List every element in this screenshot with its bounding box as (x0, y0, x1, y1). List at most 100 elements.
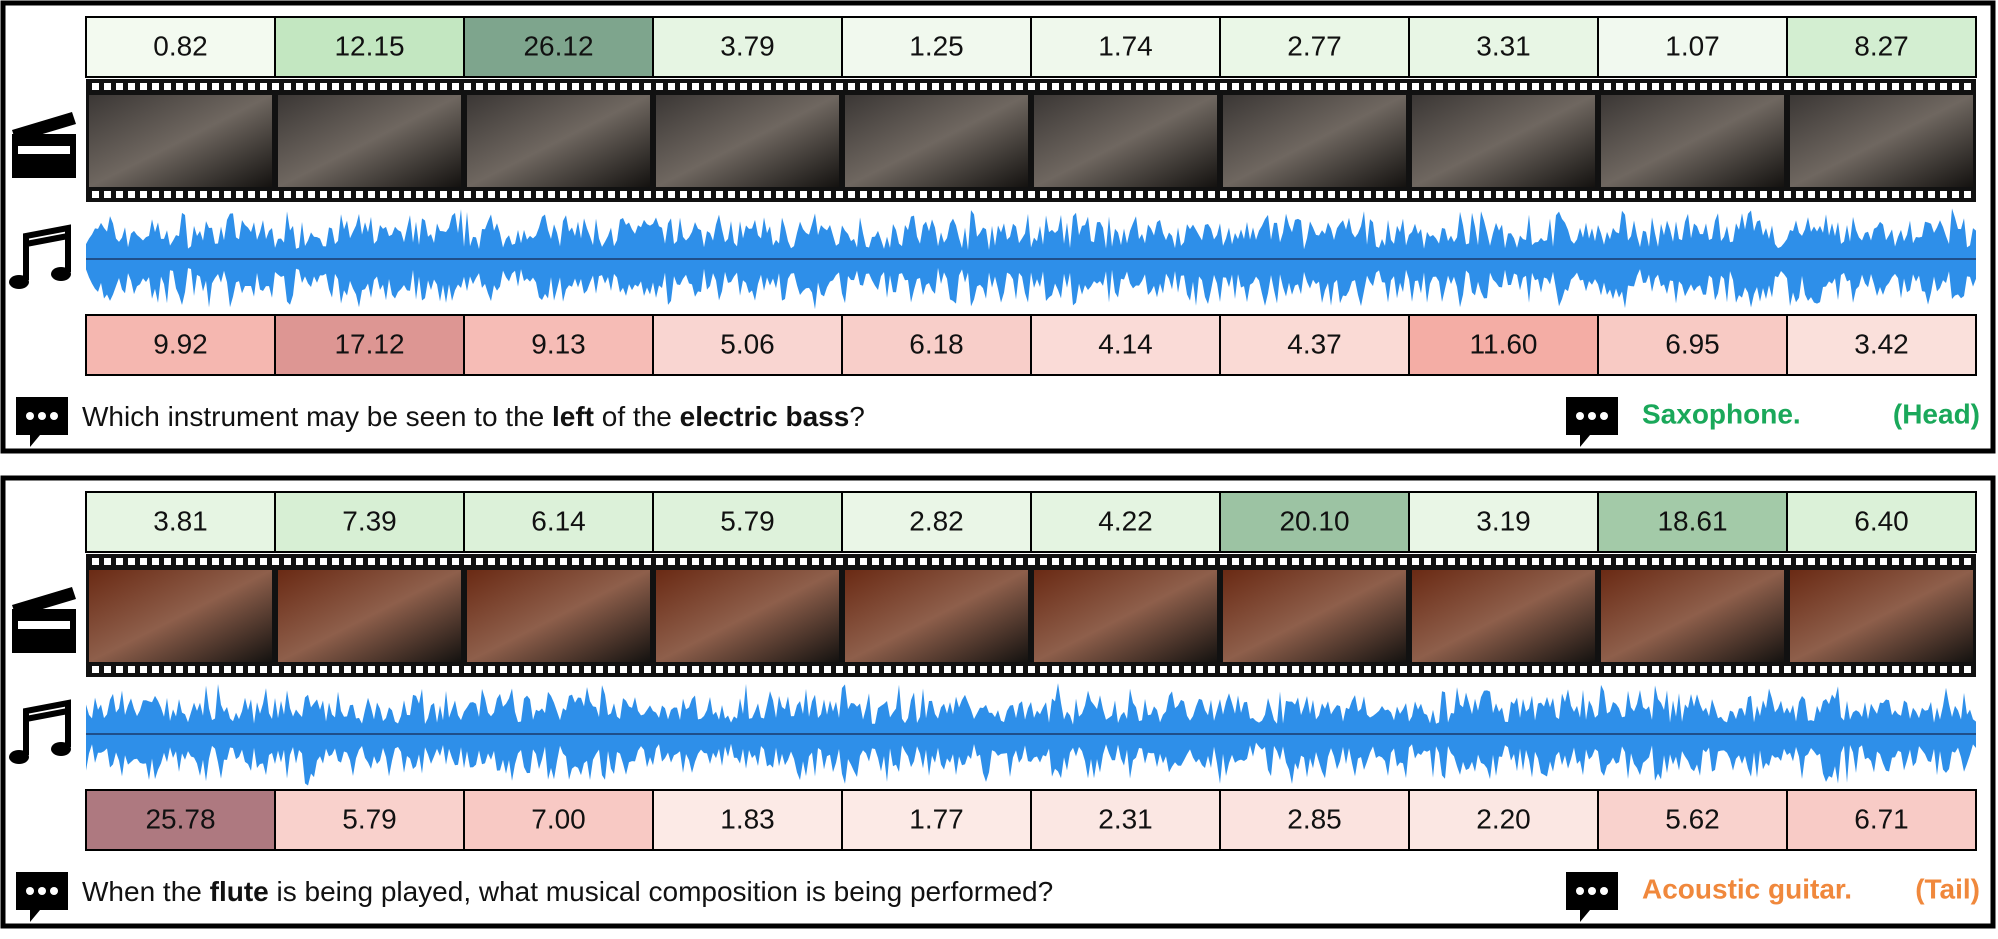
sprocket (1796, 558, 1803, 565)
sprocket (860, 83, 867, 90)
sprocket (488, 83, 495, 90)
sprocket (1592, 83, 1599, 90)
score-cell (274, 16, 465, 78)
sprocket (1568, 666, 1575, 673)
chat-dot (1600, 887, 1608, 895)
score-value: 11.60 (1470, 328, 1538, 359)
sprocket (932, 666, 939, 673)
sprocket (668, 83, 675, 90)
sprocket (1844, 558, 1851, 565)
sprocket (860, 191, 867, 198)
sprocket (1580, 558, 1587, 565)
sprocket (1832, 666, 1839, 673)
sprocket (1184, 666, 1191, 673)
sprocket (896, 666, 903, 673)
score-cell (841, 491, 1032, 553)
score-value: 7.39 (342, 505, 397, 536)
sprocket (1220, 558, 1227, 565)
score-value: 2.31 (1098, 803, 1153, 834)
sprocket (884, 558, 891, 565)
sprocket (1256, 83, 1263, 90)
sprocket (248, 558, 255, 565)
sprocket (1580, 191, 1587, 198)
sprocket (908, 558, 915, 565)
sprocket (1352, 666, 1359, 673)
sprocket (1592, 191, 1599, 198)
sprocket (1940, 558, 1947, 565)
sprocket (1520, 558, 1527, 565)
score-cell (1408, 314, 1599, 376)
sprocket (1844, 191, 1851, 198)
sprocket (1904, 558, 1911, 565)
sprocket (1832, 191, 1839, 198)
sprocket (440, 558, 447, 565)
sprocket (308, 558, 315, 565)
score-value: 1.77 (909, 803, 964, 834)
sprocket (1016, 83, 1023, 90)
sprocket (512, 191, 519, 198)
sprocket (896, 558, 903, 565)
sprocket (464, 191, 471, 198)
sprocket (920, 666, 927, 673)
sprocket (932, 83, 939, 90)
sprocket (728, 666, 735, 673)
sprocket (1856, 191, 1863, 198)
sprocket (1292, 83, 1299, 90)
sprocket (1028, 558, 1035, 565)
sprocket (116, 191, 123, 198)
sprocket (1784, 558, 1791, 565)
sprocket (1028, 666, 1035, 673)
sprocket (1172, 191, 1179, 198)
sprocket (692, 666, 699, 673)
sprocket (824, 191, 831, 198)
chat-dot (1576, 887, 1584, 895)
sprocket (1124, 191, 1131, 198)
video-frame (1223, 95, 1406, 187)
sprocket (140, 666, 147, 673)
sprocket (1268, 83, 1275, 90)
score-cell (1597, 16, 1788, 78)
chat-dot (26, 887, 34, 895)
sprocket (1208, 191, 1215, 198)
sprocket (800, 558, 807, 565)
score-value: 25.78 (145, 803, 215, 834)
sprocket (392, 191, 399, 198)
clapper-body (12, 609, 76, 653)
score-cell (841, 314, 1032, 376)
sprocket (872, 191, 879, 198)
sprocket (296, 558, 303, 565)
sprocket (104, 83, 111, 90)
sprocket (1376, 666, 1383, 673)
sprocket (1616, 666, 1623, 673)
sprocket (572, 191, 579, 198)
sprocket (1868, 83, 1875, 90)
sprocket (812, 191, 819, 198)
sprocket (1352, 83, 1359, 90)
sprocket (1580, 666, 1587, 673)
sprocket (1484, 191, 1491, 198)
sprocket (1436, 558, 1443, 565)
sprocket (1244, 666, 1251, 673)
sprocket (788, 666, 795, 673)
sprocket (296, 191, 303, 198)
sprocket (824, 558, 831, 565)
sprocket (1520, 666, 1527, 673)
sprocket (560, 83, 567, 90)
sprocket (308, 191, 315, 198)
sprocket (1112, 83, 1119, 90)
sprocket (1940, 666, 1947, 673)
sprocket (404, 191, 411, 198)
sprocket (140, 191, 147, 198)
sprocket (1748, 191, 1755, 198)
sprocket (392, 666, 399, 673)
sprocket (1448, 666, 1455, 673)
sprocket (848, 83, 855, 90)
sprocket (1160, 191, 1167, 198)
panel-border (0, 475, 1996, 929)
sprocket (1604, 666, 1611, 673)
sprocket (1808, 558, 1815, 565)
sprocket (380, 83, 387, 90)
sprocket (1808, 666, 1815, 673)
